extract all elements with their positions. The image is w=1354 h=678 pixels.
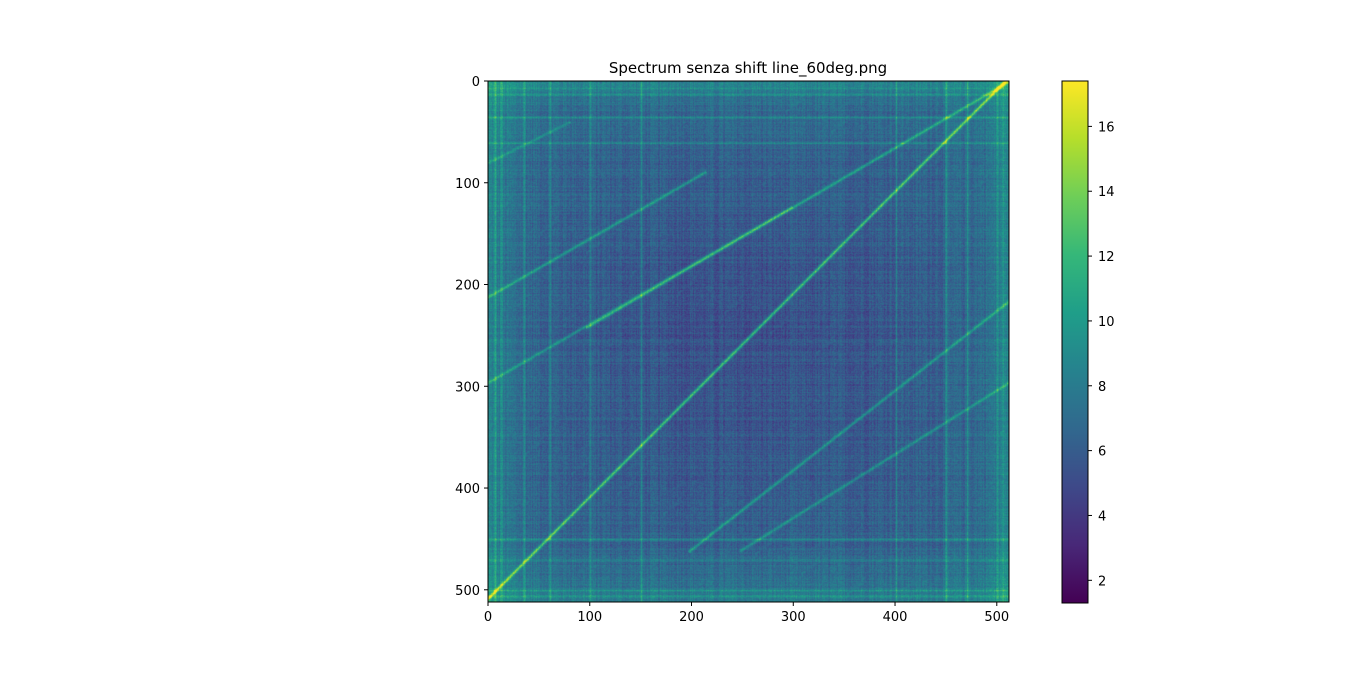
colorbar-tick-label: 12: [1098, 250, 1115, 265]
x-tick-label: 0: [484, 610, 492, 625]
colorbar-tick-label: 4: [1098, 509, 1106, 524]
y-tick-label: 300: [455, 380, 480, 395]
y-tick-label: 0: [472, 75, 480, 90]
chart-title: Spectrum senza shift line_60deg.png: [609, 59, 887, 78]
colorbar-tick-label: 2: [1098, 574, 1106, 589]
x-axis: 0 100 200 300 400 500: [484, 602, 1009, 625]
y-axis: 0 100 200 300 400 500: [455, 75, 488, 599]
y-tick-label: 500: [455, 584, 480, 599]
y-tick-label: 100: [455, 177, 480, 192]
colorbar-frame: [1061, 80, 1089, 604]
colorbar: [1062, 81, 1088, 603]
colorbar-tick-label: 10: [1098, 315, 1115, 330]
heatmap-image-container: [488, 81, 1009, 602]
x-tick-label: 200: [679, 610, 704, 625]
x-tick-label: 300: [781, 610, 806, 625]
colorbar-tick-label: 14: [1098, 185, 1115, 200]
y-tick-label: 200: [455, 279, 480, 294]
x-tick-label: 100: [577, 610, 602, 625]
x-tick-label: 400: [883, 610, 908, 625]
colorbar-axis: 2 4 6 8 10 12 14 16: [1088, 120, 1115, 589]
colorbar-tick-label: 8: [1098, 380, 1106, 395]
plot-frame: [487, 80, 1010, 603]
y-tick-label: 400: [455, 482, 480, 497]
heatmap-image: [488, 81, 1009, 602]
colorbar-tick-label: 6: [1098, 445, 1106, 460]
x-tick-label: 500: [984, 610, 1009, 625]
colorbar-tick-label: 16: [1098, 120, 1115, 135]
